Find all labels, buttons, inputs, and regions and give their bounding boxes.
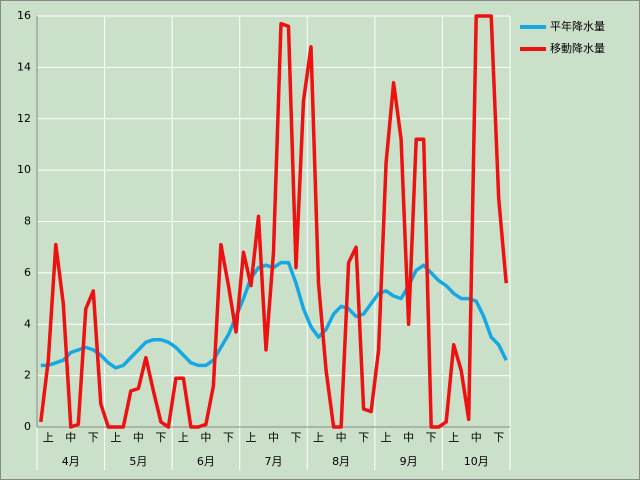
- legend-label: 平年降水量: [550, 19, 605, 33]
- x-tick-label: 上: [178, 431, 189, 444]
- y-tick-label: 0: [24, 420, 31, 433]
- x-tick-label: 上: [448, 431, 459, 444]
- series-line: [39, 14, 508, 429]
- y-tick-label: 14: [17, 60, 31, 73]
- x-tick-label: 下: [155, 431, 166, 444]
- x-tick-label: 下: [88, 431, 99, 444]
- x-tick-label: 中: [471, 431, 482, 444]
- y-tick-label: 12: [17, 112, 31, 125]
- x-tick-label: 上: [381, 431, 392, 444]
- y-tick-label: 10: [17, 163, 31, 176]
- x-tick-label: 中: [403, 431, 414, 444]
- y-tick-label: 2: [24, 369, 31, 382]
- month-label: 9月: [400, 455, 418, 468]
- y-tick-label: 4: [24, 317, 31, 330]
- month-label: 7月: [265, 455, 283, 468]
- x-tick-label: 中: [336, 431, 347, 444]
- x-tick-label: 下: [358, 431, 369, 444]
- month-label: 10月: [464, 455, 489, 468]
- legend-label: 移動降水量: [550, 41, 605, 55]
- y-tick-label: 6: [24, 266, 31, 279]
- x-tick-label: 中: [133, 431, 144, 444]
- x-tick-label: 上: [43, 431, 54, 444]
- x-tick-label: 上: [245, 431, 256, 444]
- x-tick-label: 下: [426, 431, 437, 444]
- x-tick-label: 中: [268, 431, 279, 444]
- month-label: 6月: [197, 455, 215, 468]
- x-tick-label: 下: [223, 431, 234, 444]
- y-tick-label: 16: [17, 9, 31, 22]
- x-tick-label: 下: [291, 431, 302, 444]
- month-label: 5月: [129, 455, 147, 468]
- x-tick-label: 中: [65, 431, 76, 444]
- month-label: 4月: [62, 455, 80, 468]
- y-tick-label: 8: [24, 215, 31, 228]
- month-label: 8月: [332, 455, 350, 468]
- x-tick-label: 上: [110, 431, 121, 444]
- x-tick-label: 上: [313, 431, 324, 444]
- x-tick-label: 中: [200, 431, 211, 444]
- x-tick-label: 下: [493, 431, 504, 444]
